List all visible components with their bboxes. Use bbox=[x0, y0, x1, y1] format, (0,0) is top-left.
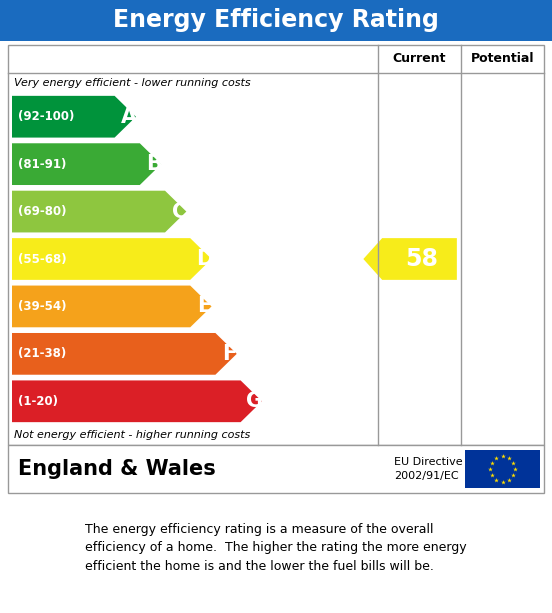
Polygon shape bbox=[12, 238, 211, 280]
Bar bbox=[465, 450, 540, 488]
Text: 58: 58 bbox=[405, 247, 438, 271]
Bar bbox=[8, 45, 544, 445]
Polygon shape bbox=[12, 96, 136, 137]
Text: D: D bbox=[196, 249, 213, 269]
Text: (21-38): (21-38) bbox=[18, 348, 66, 360]
Polygon shape bbox=[12, 381, 262, 422]
Text: C: C bbox=[172, 202, 187, 221]
Text: (1-20): (1-20) bbox=[18, 395, 58, 408]
Text: EU Directive
2002/91/EC: EU Directive 2002/91/EC bbox=[394, 457, 463, 481]
Text: G: G bbox=[246, 391, 263, 411]
Text: Very energy efficient - lower running costs: Very energy efficient - lower running co… bbox=[14, 78, 251, 88]
Text: (92-100): (92-100) bbox=[18, 110, 75, 123]
Polygon shape bbox=[12, 191, 187, 232]
Text: (81-91): (81-91) bbox=[18, 158, 66, 170]
Text: England & Wales: England & Wales bbox=[18, 459, 216, 479]
Text: The energy efficiency rating is a measure of the overall
efficiency of a home.  : The energy efficiency rating is a measur… bbox=[85, 524, 467, 573]
Text: Energy Efficiency Rating: Energy Efficiency Rating bbox=[113, 9, 439, 32]
Text: Current: Current bbox=[393, 53, 446, 66]
Polygon shape bbox=[12, 143, 161, 185]
Text: F: F bbox=[222, 344, 237, 364]
Text: B: B bbox=[146, 154, 162, 174]
Text: Potential: Potential bbox=[471, 53, 534, 66]
Polygon shape bbox=[12, 286, 211, 327]
Text: (39-54): (39-54) bbox=[18, 300, 66, 313]
Text: E: E bbox=[198, 297, 211, 316]
Text: Not energy efficient - higher running costs: Not energy efficient - higher running co… bbox=[14, 430, 250, 440]
Text: A: A bbox=[121, 107, 137, 127]
Text: (69-80): (69-80) bbox=[18, 205, 66, 218]
Bar bbox=[8, 445, 544, 493]
Bar bbox=[0, 0, 552, 41]
Polygon shape bbox=[12, 333, 237, 375]
Polygon shape bbox=[363, 238, 457, 280]
Text: (55-68): (55-68) bbox=[18, 253, 67, 265]
